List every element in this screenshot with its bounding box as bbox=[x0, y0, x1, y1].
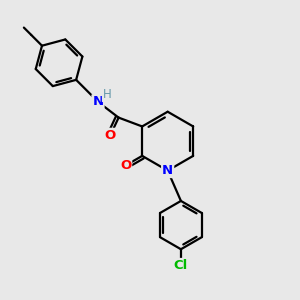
Text: N: N bbox=[162, 164, 173, 177]
Text: O: O bbox=[105, 129, 116, 142]
Text: O: O bbox=[120, 159, 131, 172]
Text: N: N bbox=[92, 95, 104, 108]
Text: H: H bbox=[103, 88, 111, 101]
Text: Cl: Cl bbox=[174, 259, 188, 272]
